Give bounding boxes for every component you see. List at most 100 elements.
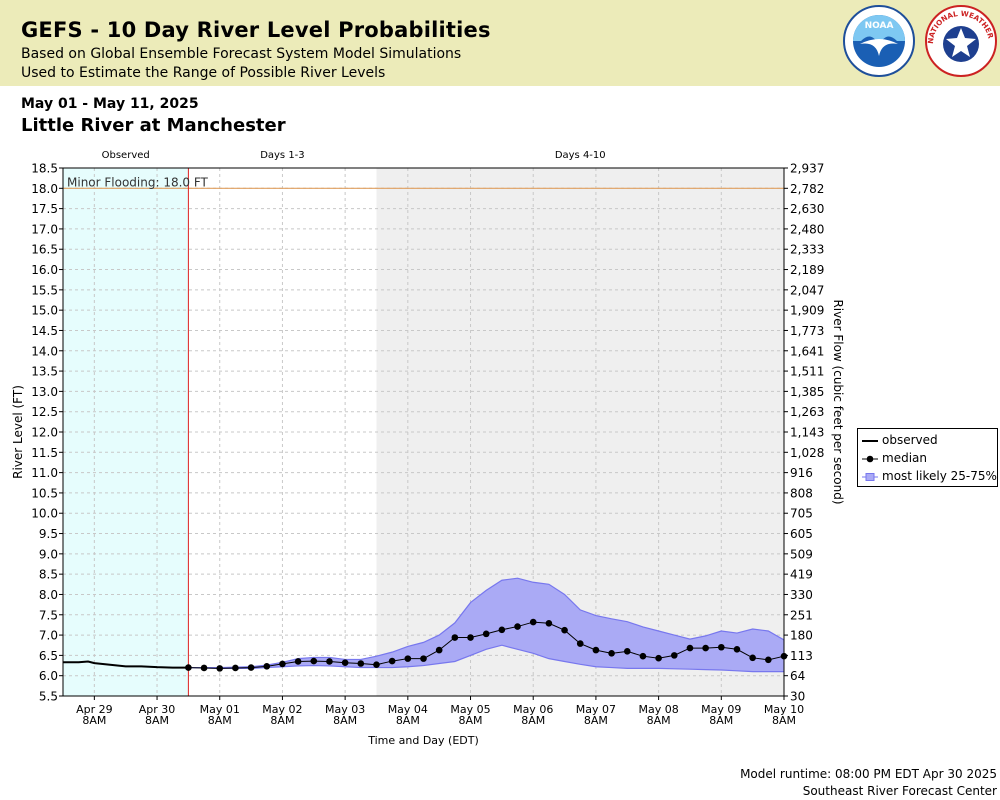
median-point — [216, 665, 224, 672]
y-right-tick-label: 808 — [790, 486, 813, 500]
y-right-tick-label: 509 — [790, 547, 813, 561]
x-tick-label: May 06 — [513, 703, 553, 716]
median-point — [435, 646, 443, 654]
y-right-tick-label: 1,909 — [790, 304, 824, 318]
median-point — [686, 644, 694, 652]
legend-median: median — [862, 450, 927, 466]
x-tick-label-time: 8AM — [333, 714, 357, 727]
median-point — [623, 648, 631, 655]
median-point — [404, 655, 412, 662]
y-tick-label: 11.5 — [31, 446, 58, 460]
legend-observed: observed — [862, 432, 938, 448]
y-tick-label: 7.5 — [39, 608, 58, 622]
median-point — [718, 643, 725, 651]
page-title: GEFS - 10 Day River Level Probabilities — [21, 18, 491, 42]
x-tick-label: Apr 30 — [139, 703, 176, 716]
median-point — [670, 652, 678, 659]
x-tick-label-time: 8AM — [772, 714, 796, 727]
median-point — [185, 664, 192, 671]
median-point — [357, 660, 365, 667]
y-right-tick-label: 1,263 — [790, 405, 824, 419]
y-tick-label: 9.0 — [39, 547, 58, 561]
y-tick-label: 7.0 — [39, 629, 58, 643]
y-tick-label: 18.5 — [31, 162, 58, 176]
region-label: Observed — [102, 150, 150, 161]
x-tick-label-time: 8AM — [584, 714, 608, 727]
y-axis-title: River Level (FT) — [11, 385, 25, 479]
y-right-tick-label: 1,143 — [790, 426, 824, 440]
x-tick-label: May 10 — [764, 703, 804, 716]
y-right-tick-label: 113 — [790, 649, 813, 663]
y-tick-label: 14.0 — [31, 344, 58, 358]
legend-median-label: median — [882, 451, 927, 465]
x-tick-label: May 03 — [325, 703, 365, 716]
y-tick-label: 15.0 — [31, 304, 58, 318]
y-right-tick-label: 605 — [790, 527, 813, 541]
y-right-tick-label: 2,937 — [790, 162, 824, 176]
observed-line — [63, 660, 189, 669]
y-tick-label: 17.0 — [31, 222, 58, 236]
river-level-chart: Observed Days 1-3 Days 4-10 Minor Flooding:… — [11, 150, 845, 747]
y-right-tick-label: 1,385 — [790, 385, 824, 399]
median-point — [733, 645, 741, 653]
median-point — [655, 654, 662, 662]
y-tick-label: 10.5 — [31, 486, 58, 500]
median-point — [482, 630, 490, 638]
median-point — [514, 623, 521, 630]
y-tick-label: 6.0 — [39, 669, 58, 683]
flood-stage-label: Minor Flooding: 18.0 FT — [67, 175, 209, 189]
x-tick-label-time: 8AM — [647, 714, 671, 727]
x-tick-label: May 09 — [701, 703, 741, 716]
y-right-tick-label: 64 — [790, 669, 805, 683]
median-point — [702, 644, 709, 652]
y-right-tick-label: 2,189 — [790, 263, 824, 277]
legend-observed-label: observed — [882, 433, 938, 447]
median-point — [765, 656, 772, 664]
median-point — [232, 664, 239, 672]
x-tick-label-time: 8AM — [709, 714, 733, 727]
median-point — [373, 661, 380, 669]
x-tick-label-time: 8AM — [521, 714, 545, 727]
page-subtitle-2: Used to Estimate the Range of Possible R… — [21, 65, 386, 81]
band-lower-line — [188, 644, 784, 673]
x-axis-title: Time and Day (EDT) — [367, 734, 479, 747]
y-tick-label: 6.5 — [39, 649, 58, 663]
median-point — [561, 626, 568, 634]
median-point — [749, 654, 756, 662]
median-point — [467, 634, 474, 641]
y-tick-label: 15.5 — [31, 283, 58, 297]
y-axis-title-right: River Flow (cubic feet per second) — [831, 299, 845, 504]
y-tick-label: 18.0 — [31, 182, 58, 196]
median-point — [498, 626, 506, 634]
median-point — [451, 634, 459, 641]
x-tick-label: May 04 — [388, 703, 428, 716]
median-point — [576, 640, 584, 647]
x-tick-label: Apr 29 — [76, 703, 113, 716]
page-header: GEFS - 10 Day River Level Probabilities … — [0, 0, 1000, 86]
noaa-logo[interactable]: NOAA — [842, 4, 916, 78]
median-point — [310, 657, 318, 665]
region-label: Days 4-10 — [555, 150, 606, 161]
legend-range-swatch — [862, 471, 878, 481]
y-right-tick-label: 2,480 — [790, 222, 824, 236]
x-tick-label-time: 8AM — [208, 714, 232, 727]
nws-logo[interactable]: NATIONAL WEATHER SERVICE — [924, 4, 998, 78]
median-point — [279, 660, 286, 668]
median-point — [294, 658, 302, 665]
legend-median-swatch — [862, 453, 878, 463]
median-point — [639, 652, 647, 660]
median-point — [263, 663, 271, 670]
x-tick-label: May 05 — [450, 703, 490, 716]
x-tick-label-time: 8AM — [82, 714, 106, 727]
y-tick-label: 8.0 — [39, 588, 58, 602]
y-tick-label: 13.5 — [31, 365, 58, 379]
model-runtime: Model runtime: 08:00 PM EDT Apr 30 2025 — [740, 767, 997, 781]
median-point — [341, 659, 349, 666]
y-right-tick-label: 2,333 — [790, 243, 824, 257]
y-right-tick-label: 1,511 — [790, 365, 824, 379]
median-point — [529, 618, 537, 626]
y-right-tick-label: 251 — [790, 608, 813, 622]
y-tick-label: 13.0 — [31, 385, 58, 399]
forecast-center: Southeast River Forecast Center — [802, 784, 997, 798]
y-right-tick-label: 705 — [790, 507, 813, 521]
